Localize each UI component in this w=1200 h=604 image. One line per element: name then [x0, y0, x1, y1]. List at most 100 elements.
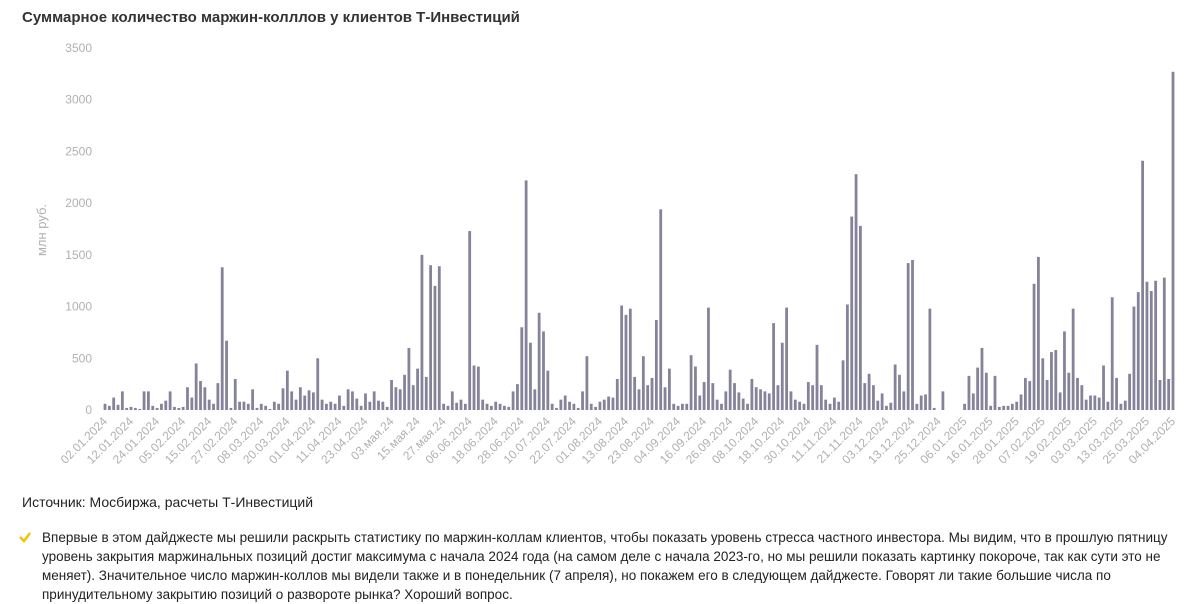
bar [1158, 380, 1162, 410]
bar [563, 395, 567, 410]
bar [776, 385, 780, 410]
bar [581, 391, 584, 410]
bar [1171, 71, 1175, 410]
bar [489, 405, 493, 410]
bar [498, 403, 502, 410]
bar [1019, 394, 1023, 410]
bar [750, 378, 754, 410]
y-tick-label: 3000 [65, 93, 92, 107]
source: Источник: Мосбиржа, расчеты Т-Инвестиций [22, 494, 314, 510]
bar [351, 391, 354, 410]
bar [889, 402, 893, 410]
bar [390, 380, 393, 410]
bar [737, 392, 741, 410]
bar [793, 399, 797, 410]
bar [368, 401, 372, 410]
bar [754, 387, 758, 410]
bar [507, 406, 511, 410]
bar [463, 403, 467, 410]
bar [433, 285, 437, 410]
bar [1132, 306, 1136, 410]
chart-title: Суммарное количество маржин-колллов у кл… [22, 9, 520, 26]
bar [212, 403, 215, 410]
bar [190, 397, 194, 410]
bar [420, 254, 424, 410]
bar [785, 307, 789, 410]
bar [181, 406, 185, 410]
bar [1028, 381, 1032, 410]
bar [268, 408, 272, 410]
bar [377, 400, 380, 410]
bar [329, 401, 333, 410]
bar [885, 405, 888, 410]
bar [503, 405, 506, 410]
bar [845, 304, 849, 410]
bar [694, 366, 697, 410]
bar [251, 389, 255, 410]
bar [967, 375, 971, 410]
bar [542, 331, 545, 410]
bar [555, 407, 558, 410]
bar [602, 399, 606, 410]
bar [685, 403, 689, 410]
chart: Суммарное количество маржин-колллов у кл… [22, 9, 1178, 467]
bar [659, 209, 663, 410]
bar [1106, 401, 1110, 410]
bar [906, 263, 910, 410]
bar [1037, 256, 1040, 410]
bar [681, 403, 684, 410]
bar [941, 391, 945, 410]
bar [1141, 160, 1145, 410]
bar [229, 407, 233, 410]
bar [971, 393, 975, 410]
bar [242, 401, 246, 410]
bar [911, 260, 914, 410]
bar [594, 406, 597, 410]
bar [311, 392, 315, 410]
bar [628, 308, 632, 410]
bar [203, 387, 207, 410]
bar [1136, 292, 1140, 410]
bar [290, 391, 294, 410]
bar [1002, 405, 1006, 410]
bar [1015, 401, 1019, 410]
bar [1093, 395, 1097, 410]
y-tick-label: 3500 [65, 41, 92, 55]
bar [746, 403, 749, 410]
bar [641, 356, 645, 410]
bar [1123, 400, 1127, 410]
bar [485, 403, 489, 410]
bar [285, 370, 289, 410]
bar [997, 406, 1001, 410]
bar [1110, 297, 1114, 410]
bar [364, 393, 367, 410]
bar [772, 323, 775, 410]
bar [707, 307, 710, 410]
bar [815, 344, 819, 410]
bar [424, 376, 428, 410]
bar [529, 342, 532, 410]
bar [359, 405, 363, 410]
bar [225, 340, 228, 410]
bar [416, 368, 419, 410]
bar [320, 399, 324, 410]
bar [1076, 377, 1079, 410]
bar [338, 395, 341, 410]
bar [1045, 380, 1049, 410]
bar [255, 407, 259, 410]
bar [984, 372, 988, 410]
bar [1084, 399, 1088, 410]
bar [116, 404, 120, 410]
bar [494, 401, 498, 410]
bar [667, 368, 671, 410]
bar [993, 375, 997, 410]
bar [620, 305, 624, 410]
bar [107, 405, 111, 410]
bar [832, 397, 836, 410]
bar [264, 405, 268, 410]
bar [841, 360, 845, 410]
bar [872, 385, 875, 410]
bar [1115, 377, 1118, 410]
bar [867, 373, 871, 410]
bar [1032, 283, 1036, 410]
